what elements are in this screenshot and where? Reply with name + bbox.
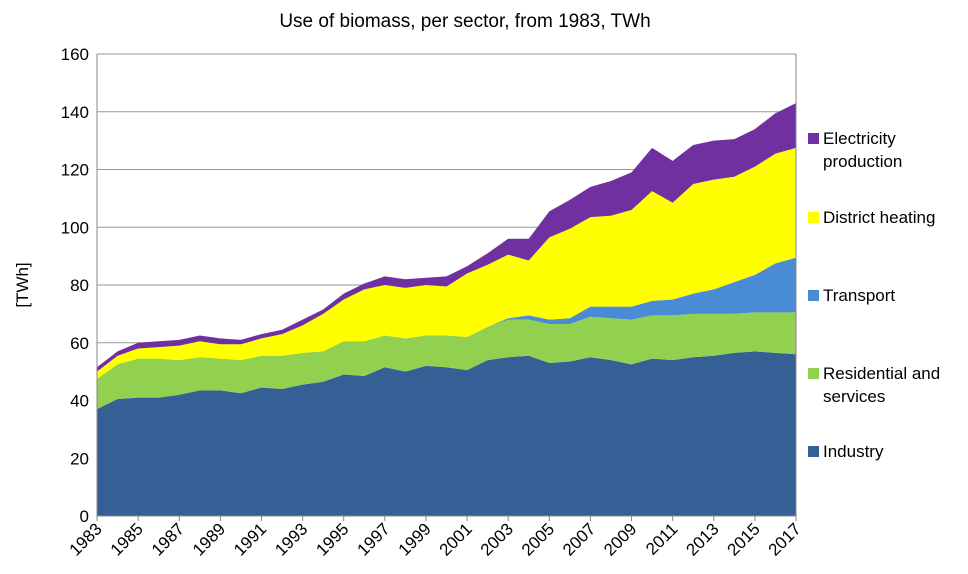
legend-label: Transport [823,286,896,305]
x-tick-label: 1989 [189,519,229,559]
chart-title: Use of biomass, per sector, from 1983, T… [279,11,650,32]
y-tick-label: 100 [61,218,89,237]
legend-item: Industry [808,440,968,463]
legend-label: Industry [823,442,884,461]
legend-label: Electricity production [823,129,903,171]
area [97,147,796,379]
legend-item: Transport [808,284,968,307]
y-tick-label: 0 [80,507,89,526]
x-tick-label: 2013 [682,519,722,559]
legend-swatch [808,368,819,379]
legend-label: District heating [823,208,936,227]
x-tick-label: 1995 [312,519,352,559]
x-tick-label: 2007 [559,519,599,559]
legend-item: District heating [808,206,968,229]
x-tick-label: 1987 [148,519,188,559]
area [97,103,796,372]
x-tick-label: 2003 [477,519,517,559]
y-tick-label: 120 [61,161,89,180]
x-tick-label: 1983 [66,519,106,559]
area [97,351,796,516]
x-tick-label: 1999 [395,519,435,559]
x-tick-label: 2009 [600,519,640,559]
x-tick-label: 2001 [436,519,476,559]
legend-item: Electricity production [808,127,941,173]
x-tick-label: 2005 [518,519,558,559]
y-tick-label: 40 [70,392,89,411]
y-tick-label: 80 [70,276,89,295]
area [97,312,796,410]
x-tick-label: 2017 [765,519,805,559]
y-tick-label: 160 [61,45,89,64]
y-tick-label: 140 [61,103,89,122]
legend-label: Residential and services [823,364,941,406]
x-tick-label: 2015 [724,519,764,559]
y-tick-label: 60 [70,334,89,353]
legend-item: Residential and services [808,362,941,408]
x-tick-label: 2011 [642,519,681,558]
y-axis-label: [TWh] [13,262,32,307]
legend-swatch [808,290,819,301]
y-tick-label: 20 [70,449,89,468]
x-tick-label: 1993 [271,519,311,559]
x-tick-label: 1997 [353,519,393,559]
x-tick-label: 1991 [230,519,270,559]
x-tick-label: 1985 [107,519,147,559]
legend-swatch [808,446,819,457]
legend-swatch [808,133,819,144]
legend-swatch [808,212,819,223]
